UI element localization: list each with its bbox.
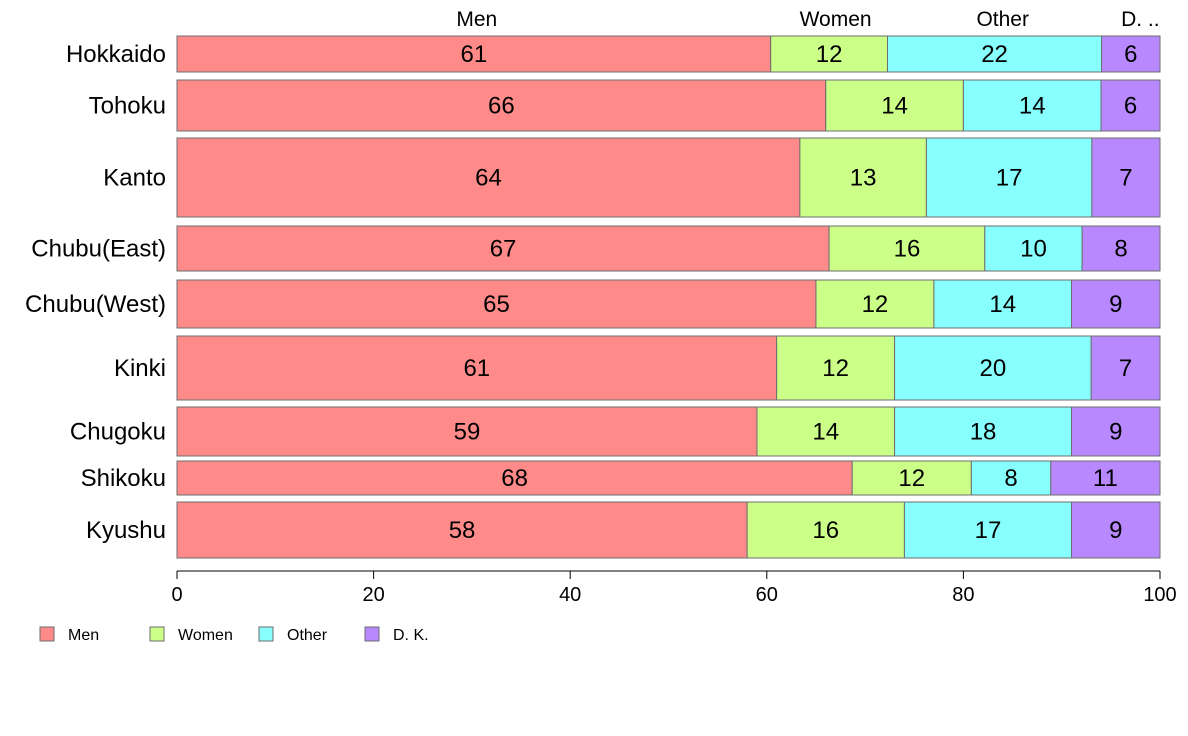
data-label-6-0: 59 (454, 419, 481, 446)
top-label-0: Men (456, 8, 497, 31)
bar-segment-5-0 (176, 335, 778, 401)
data-label-5-0: 61 (463, 355, 490, 382)
bar-segment-7-3 (1050, 460, 1161, 496)
data-label-6-3: 9 (1109, 419, 1122, 446)
bar-segment-0-2 (886, 35, 1103, 73)
data-label-7-3: 11 (1093, 465, 1118, 492)
data-label-0-3: 6 (1124, 41, 1137, 68)
data-label-1-1: 14 (881, 93, 908, 120)
bar-segment-4-0 (176, 279, 817, 329)
legend-label-0: Men (68, 627, 99, 644)
data-label-8-2: 17 (975, 517, 1002, 544)
top-label-3: D. .. (1121, 8, 1160, 31)
bar-segment-5-2 (894, 335, 1092, 401)
bar-segment-5-3 (1090, 335, 1161, 401)
data-label-8-0: 58 (449, 517, 476, 544)
data-label-4-1: 12 (862, 291, 889, 318)
legend-swatch-2 (258, 626, 274, 642)
bar-segment-4-3 (1071, 279, 1161, 329)
data-label-6-1: 14 (812, 419, 839, 446)
category-label-3: Chubu(East) (31, 236, 166, 263)
data-label-7-2: 8 (1004, 465, 1017, 492)
data-label-2-0: 64 (475, 165, 502, 192)
data-label-8-1: 16 (812, 517, 839, 544)
bar-segment-2-0 (176, 137, 801, 218)
x-tick-label-4: 80 (952, 584, 974, 606)
category-label-7: Shikoku (81, 465, 166, 492)
bar-segment-1-0 (176, 79, 827, 132)
bar-segment-4-2 (933, 279, 1073, 329)
bar-segment-4-1 (815, 279, 935, 329)
data-label-3-0: 67 (490, 236, 517, 263)
data-label-2-1: 13 (850, 165, 877, 192)
legend-label-1: Women (178, 627, 233, 644)
x-tick-label-2: 40 (559, 584, 581, 606)
data-label-4-2: 14 (989, 291, 1016, 318)
legend-swatch-3 (364, 626, 380, 642)
category-label-6: Chugoku (70, 419, 166, 446)
data-label-0-0: 61 (460, 41, 487, 68)
data-label-4-3: 9 (1109, 291, 1122, 318)
data-label-5-2: 20 (980, 355, 1007, 382)
category-label-2: Kanto (103, 165, 166, 192)
bar-segment-3-3 (1081, 225, 1161, 272)
bar-segment-1-3 (1100, 79, 1161, 132)
legend-label-3: D. K. (393, 627, 429, 644)
data-label-5-3: 7 (1119, 355, 1132, 382)
top-label-1: Women (800, 8, 872, 31)
bar-segment-0-0 (176, 35, 772, 73)
top-label-2: Other (976, 8, 1029, 31)
category-label-5: Kinki (114, 355, 166, 382)
data-label-6-2: 18 (970, 419, 997, 446)
bar-segment-6-3 (1071, 406, 1161, 457)
data-label-0-2: 22 (981, 41, 1008, 68)
legend-label-2: Other (287, 627, 328, 644)
bar-segment-8-2 (903, 501, 1073, 559)
legend-swatch-1 (149, 626, 165, 642)
bar-segment-6-0 (176, 406, 758, 457)
data-label-0-1: 12 (816, 41, 843, 68)
data-label-2-2: 17 (996, 165, 1023, 192)
x-tick-label-3: 60 (756, 584, 778, 606)
data-label-1-2: 14 (1019, 93, 1046, 120)
category-label-1: Tohoku (89, 93, 166, 120)
bar-segment-1-2 (962, 79, 1102, 132)
legend-swatch-0 (39, 626, 55, 642)
bar-segment-8-3 (1071, 501, 1161, 559)
data-label-7-0: 68 (501, 465, 528, 492)
bar-segment-3-1 (828, 225, 986, 272)
bar-segment-2-1 (799, 137, 927, 218)
bar-segment-3-0 (176, 225, 830, 272)
bar-segment-8-1 (746, 501, 905, 559)
x-tick-label-5: 100 (1143, 584, 1176, 606)
data-label-8-3: 9 (1109, 517, 1122, 544)
x-tick-label-1: 20 (362, 584, 384, 606)
data-label-2-3: 7 (1119, 165, 1132, 192)
bar-segment-7-2 (970, 460, 1052, 496)
data-label-4-0: 65 (483, 291, 510, 318)
data-label-5-1: 12 (822, 355, 849, 382)
data-label-3-2: 10 (1020, 236, 1047, 263)
category-label-0: Hokkaido (66, 41, 166, 68)
data-label-3-3: 8 (1114, 236, 1127, 263)
data-label-1-0: 66 (488, 93, 515, 120)
bar-segment-1-1 (825, 79, 964, 132)
bar-segment-2-3 (1091, 137, 1161, 218)
data-label-3-1: 16 (894, 236, 921, 263)
bar-segment-0-1 (770, 35, 888, 73)
category-label-8: Kyushu (86, 517, 166, 544)
bar-segment-0-3 (1101, 35, 1161, 73)
data-label-7-1: 12 (898, 465, 925, 492)
x-tick-label-0: 0 (171, 584, 182, 606)
data-label-1-3: 6 (1124, 93, 1137, 120)
bar-segment-6-2 (894, 406, 1073, 457)
bar-segment-7-0 (176, 460, 853, 496)
category-label-4: Chubu(West) (25, 291, 166, 318)
bar-segment-5-1 (776, 335, 896, 401)
